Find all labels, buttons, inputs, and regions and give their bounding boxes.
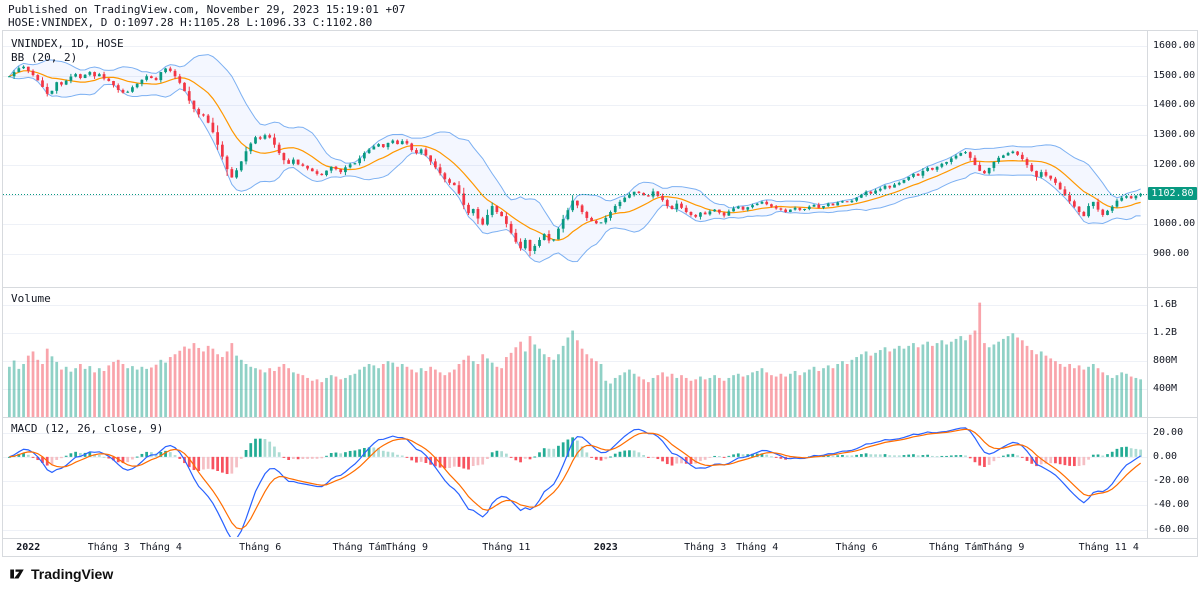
symbol-ohlc-line: HOSE:VNINDEX, D O:1097.28 H:1105.28 L:10… bbox=[8, 16, 373, 29]
time-scale[interactable]: 2022 Tháng 3 Tháng 4 Tháng 6 Tháng Tám Tháng … bbox=[3, 538, 1197, 556]
price-axis-label: 800M bbox=[1153, 355, 1178, 367]
price-axis-label: 1300.00 bbox=[1153, 129, 1196, 141]
time-axis-label: 2022 bbox=[16, 542, 41, 553]
price-axis-label: 1500.00 bbox=[1153, 69, 1196, 81]
time-axis-label: Tháng 4 bbox=[139, 542, 182, 553]
tradingview-home-link[interactable]: TradingView bbox=[8, 565, 113, 583]
time-axis-label: Tháng 3 bbox=[684, 542, 727, 553]
time-axis-label: Tháng 4 bbox=[736, 542, 779, 553]
time-axis-label: 2023 bbox=[593, 542, 618, 553]
chart-region[interactable]: VNINDEX, 1D, HOSE BB (20, 2) Volume MACD… bbox=[2, 30, 1198, 557]
tradingview-logo-icon bbox=[8, 565, 26, 583]
price-axis-label: 1600.00 bbox=[1153, 39, 1196, 51]
published-header: Published on TradingView.com, November 2… bbox=[8, 3, 405, 29]
time-axis-label: Tháng 3 bbox=[87, 542, 130, 553]
time-axis-label: Tháng 9 bbox=[385, 542, 429, 553]
price-axis-label: -60.00 bbox=[1153, 523, 1190, 535]
macd-pane-legend: MACD (12, 26, close, 9) bbox=[11, 422, 164, 435]
time-axis-label: Tháng 11 bbox=[1078, 542, 1127, 553]
published-line: Published on TradingView.com, November 2… bbox=[8, 3, 406, 16]
main-pane-legend-bb: BB (20, 2) bbox=[11, 51, 78, 64]
price-axis-label: 400M bbox=[1153, 383, 1178, 395]
price-axis-label: 1400.00 bbox=[1153, 99, 1196, 111]
time-axis-label: 4 bbox=[1132, 542, 1139, 553]
time-axis-label: Tháng Tám bbox=[332, 542, 387, 553]
last-price-label: 1102.80 bbox=[1148, 186, 1197, 200]
price-axis-label: 1.2B bbox=[1153, 327, 1178, 339]
tradingview-brand: TradingView bbox=[31, 566, 114, 582]
time-axis-label: Tháng Tám bbox=[928, 542, 984, 553]
time-axis-label: Tháng 11 bbox=[482, 542, 531, 553]
time-axis-label: Tháng 6 bbox=[835, 542, 878, 553]
main-pane-legend-symbol: VNINDEX, 1D, HOSE bbox=[11, 37, 124, 50]
price-axis-label: 1000.00 bbox=[1153, 218, 1196, 230]
price-axis-label: 1200.00 bbox=[1153, 158, 1196, 170]
time-axis-label: Tháng 9 bbox=[982, 542, 1025, 553]
price-scale[interactable]: 1600.001500.001400.001300.001200.001100.… bbox=[3, 31, 1197, 538]
price-chart-canvas[interactable] bbox=[3, 31, 1197, 538]
volume-pane-legend: Volume bbox=[11, 292, 51, 305]
price-axis-label: -40.00 bbox=[1153, 499, 1190, 511]
price-axis-label: -20.00 bbox=[1153, 475, 1190, 487]
price-axis-label: 900.00 bbox=[1153, 248, 1190, 260]
time-axis-label: Tháng 6 bbox=[239, 542, 282, 553]
price-axis-label: 0.00 bbox=[1153, 450, 1178, 462]
price-axis-label: 1.6B bbox=[1153, 299, 1178, 311]
price-axis-label: 20.00 bbox=[1153, 426, 1184, 438]
